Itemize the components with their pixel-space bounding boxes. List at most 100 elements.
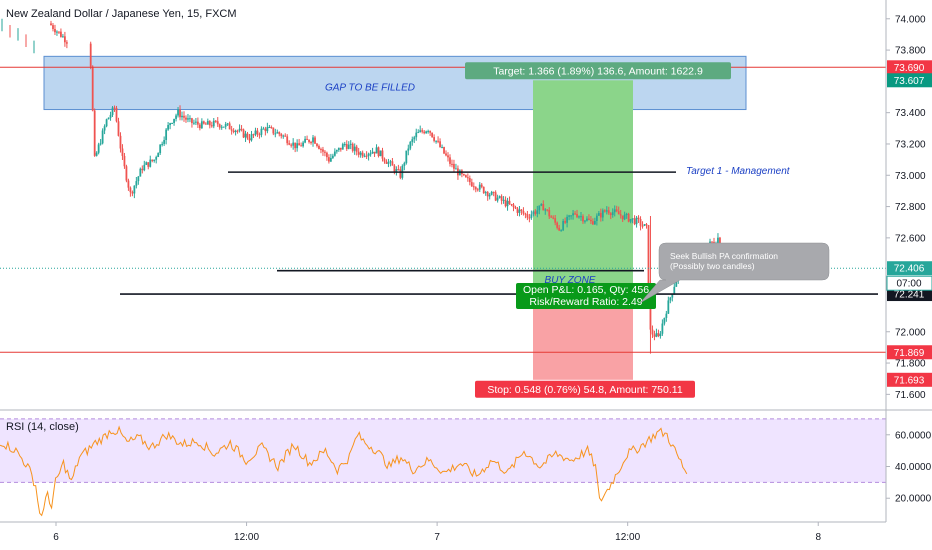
candle-body	[599, 212, 602, 218]
candle-body	[645, 224, 648, 226]
candle-body	[369, 153, 372, 155]
candle-body	[568, 215, 570, 217]
target-label[interactable]: Target: 1.366 (1.89%) 136.6, Amount: 162…	[465, 62, 731, 80]
candle-body	[397, 169, 400, 171]
candle-body	[472, 186, 475, 188]
price-tag[interactable]: 73.690	[887, 60, 932, 75]
candle-body	[165, 129, 168, 140]
candle-body	[113, 107, 116, 109]
price-tick-label: 71.600	[895, 390, 926, 401]
candle-body	[185, 117, 187, 120]
candle-body	[228, 123, 231, 130]
candle-body	[651, 329, 654, 335]
candle-body	[335, 150, 338, 152]
candle-body	[582, 216, 584, 222]
candle-body	[647, 225, 650, 284]
stop-label[interactable]: Stop: 0.548 (0.76%) 54.8, Amount: 750.11	[475, 380, 695, 398]
candle-body	[605, 210, 608, 212]
price-tick-label: 71.800	[895, 359, 926, 370]
candle-body	[431, 132, 434, 138]
callout-note[interactable]: Seek Bullish PA confirmation(Possibly tw…	[639, 242, 830, 304]
candle-body	[167, 125, 170, 130]
candle-body	[65, 42, 68, 44]
candle-body	[411, 139, 414, 142]
candle-body	[520, 209, 523, 211]
candle-body	[171, 122, 173, 124]
candle-body	[181, 115, 183, 118]
candle-body	[558, 227, 561, 231]
candle-body	[226, 123, 229, 125]
candle-body	[502, 199, 505, 201]
candle-body	[95, 152, 98, 156]
target-zone[interactable]	[533, 80, 633, 295]
price-tag[interactable]: 72.406	[887, 261, 932, 276]
candle-body	[339, 147, 342, 150]
candle-body	[312, 137, 314, 143]
candle-body	[139, 168, 142, 177]
candle-body	[671, 294, 674, 298]
rsi-tick-label: 40.0000	[895, 462, 932, 473]
candle-body	[486, 192, 489, 197]
candle-body	[584, 220, 586, 222]
price-tag[interactable]: 71.869	[887, 345, 932, 360]
candle-body	[512, 204, 515, 208]
candle-body	[60, 31, 62, 37]
candle-body	[359, 152, 362, 155]
candle-body	[566, 216, 568, 223]
candle-body	[206, 121, 209, 125]
candle-body	[455, 168, 457, 170]
candle-body	[661, 323, 664, 334]
candle-body	[103, 126, 106, 131]
candle-body	[546, 209, 549, 211]
candle-body	[145, 162, 148, 165]
bar-countdown: 07:00	[886, 275, 932, 291]
price-tag[interactable]: 71.693	[887, 372, 932, 387]
candle-body	[373, 151, 376, 154]
candle-body	[260, 128, 263, 135]
candle-body	[375, 147, 378, 154]
candle-body	[292, 142, 295, 146]
time-tick-label: 8	[815, 532, 821, 543]
candle-body	[407, 148, 410, 151]
price-tick-label: 73.400	[895, 108, 926, 119]
candle-body	[179, 109, 181, 118]
candle-body	[246, 133, 249, 139]
candle-body	[216, 121, 219, 125]
price-tick-label: 73.200	[895, 139, 926, 150]
candle-body	[590, 219, 592, 222]
candle-body	[597, 212, 600, 216]
candle-body	[214, 120, 217, 122]
candle-body	[631, 218, 634, 220]
candle-body	[248, 138, 251, 141]
candle-body	[609, 213, 612, 216]
candle-body	[63, 36, 66, 43]
candle-body	[498, 196, 501, 198]
candle-body	[653, 334, 656, 337]
candle-body	[115, 108, 118, 122]
time-tick-label: 7	[434, 532, 440, 543]
candle-body	[675, 280, 678, 287]
time-tick-label: 12:00	[615, 532, 640, 543]
candle-body	[200, 121, 203, 129]
candle-body	[667, 300, 670, 314]
candle-body	[453, 163, 455, 169]
candle-body	[93, 110, 96, 156]
time-tick-label: 12:00	[234, 532, 259, 543]
price-axis[interactable]: 74.000 73.800 73.400 73.200 73.000 72.800 72.6…	[886, 14, 926, 401]
target1-label: Target 1 - Management	[686, 166, 791, 177]
candle-body	[615, 209, 618, 212]
candle-body	[441, 147, 443, 149]
candle-body	[482, 186, 485, 194]
candle-body	[484, 192, 487, 194]
candle-body	[580, 216, 582, 218]
candle-body	[143, 164, 146, 171]
candle-body	[234, 130, 237, 133]
candle-body	[159, 144, 162, 154]
price-tag[interactable]: 73.607	[887, 73, 932, 88]
candle-body	[673, 286, 676, 295]
rsi-axis[interactable]: 60.0000 40.0000 20.0000	[886, 430, 932, 505]
candle-body	[524, 213, 527, 215]
